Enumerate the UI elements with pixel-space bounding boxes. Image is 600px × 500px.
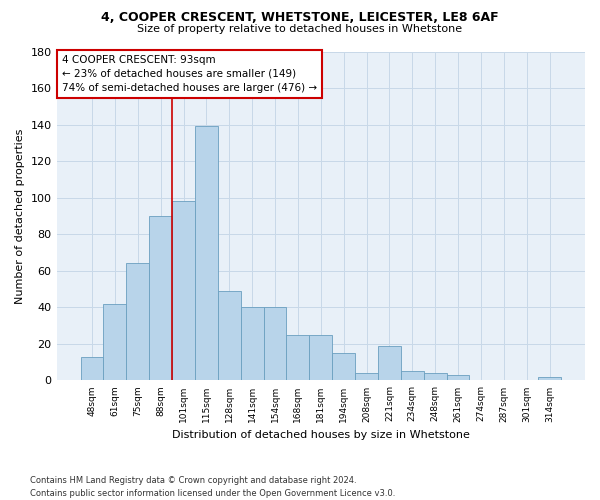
X-axis label: Distribution of detached houses by size in Whetstone: Distribution of detached houses by size … — [172, 430, 470, 440]
Bar — [80, 356, 103, 380]
Bar — [103, 304, 127, 380]
Bar — [310, 334, 332, 380]
Bar — [263, 308, 286, 380]
Text: 4, COOPER CRESCENT, WHETSTONE, LEICESTER, LE8 6AF: 4, COOPER CRESCENT, WHETSTONE, LEICESTER… — [101, 11, 499, 24]
Bar — [286, 334, 310, 380]
Bar — [378, 346, 401, 380]
Text: Size of property relative to detached houses in Whetstone: Size of property relative to detached ho… — [137, 24, 463, 34]
Bar — [538, 377, 561, 380]
Bar — [424, 373, 446, 380]
Bar — [446, 375, 469, 380]
Bar — [127, 264, 149, 380]
Bar — [332, 353, 355, 380]
Y-axis label: Number of detached properties: Number of detached properties — [15, 128, 25, 304]
Bar — [195, 126, 218, 380]
Bar — [241, 308, 263, 380]
Bar — [218, 291, 241, 380]
Text: Contains HM Land Registry data © Crown copyright and database right 2024.
Contai: Contains HM Land Registry data © Crown c… — [30, 476, 395, 498]
Text: 4 COOPER CRESCENT: 93sqm
← 23% of detached houses are smaller (149)
74% of semi-: 4 COOPER CRESCENT: 93sqm ← 23% of detach… — [62, 55, 317, 93]
Bar — [149, 216, 172, 380]
Bar — [401, 372, 424, 380]
Bar — [355, 373, 378, 380]
Bar — [172, 202, 195, 380]
